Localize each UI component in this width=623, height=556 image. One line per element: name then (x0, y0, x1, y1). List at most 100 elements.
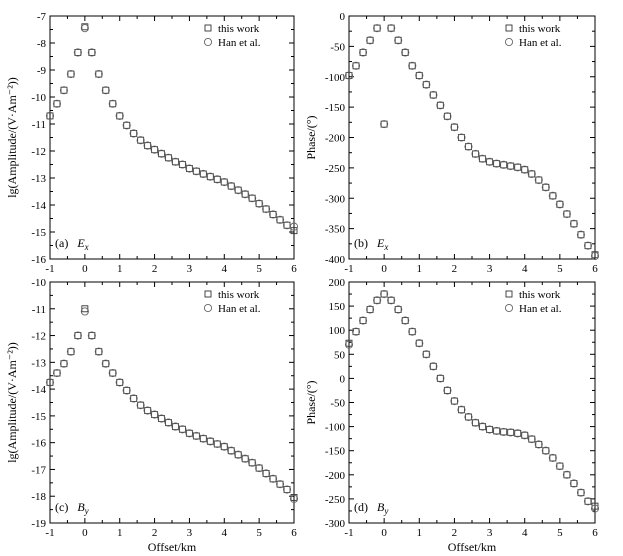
data-point-square (521, 431, 529, 439)
legend-label: this work (218, 23, 260, 35)
data-point-square (486, 426, 494, 433)
data-point-square (359, 49, 367, 56)
legend-marker-circle (203, 37, 213, 47)
x-tick-label: 3 (487, 263, 493, 275)
y-tick-label: -350 (325, 224, 346, 236)
data-point-circle (227, 182, 236, 191)
x-tick-label: 5 (557, 527, 563, 539)
x-tick-label: 3 (187, 263, 193, 275)
data-point-circle (499, 427, 508, 436)
data-point-square (584, 242, 592, 250)
data-point-square (172, 423, 179, 431)
y-tick-label: -11 (32, 304, 46, 316)
data-point-circle (248, 194, 257, 203)
legend-label: this work (519, 23, 561, 35)
y-tick-label: -300 (325, 193, 346, 205)
data-point-square (436, 374, 444, 382)
data-point-circle (164, 418, 173, 427)
data-point-circle (234, 186, 243, 195)
data-point-circle (143, 406, 152, 415)
data-point-circle (178, 160, 187, 169)
data-point-circle (129, 394, 138, 403)
legend: this work Han et al. (504, 23, 562, 49)
series-this-work (46, 23, 298, 235)
legend-marker-circle (203, 303, 213, 313)
data-point-square (415, 339, 423, 347)
x-tick-label: 1 (117, 263, 123, 275)
data-point-circle (450, 123, 459, 132)
series-han-et-al (45, 307, 299, 503)
data-point-circle (289, 222, 299, 231)
data-point-circle (59, 86, 68, 95)
legend-label: this work (519, 289, 561, 301)
plot-frame (348, 281, 596, 524)
data-point-square (415, 72, 423, 79)
data-point-square (158, 415, 165, 423)
x-tick-label: 1 (417, 527, 423, 539)
data-point-circle (380, 120, 389, 129)
data-point-square (556, 462, 564, 470)
y-tick-label: -10 (31, 92, 46, 104)
data-point-square (373, 24, 381, 32)
data-point-circle (450, 397, 459, 406)
x-tick-label: 4 (522, 263, 528, 275)
data-point-square (276, 480, 284, 488)
data-point-square (443, 112, 451, 120)
data-point-circle (541, 446, 550, 455)
data-point-square (408, 62, 416, 70)
data-point-circle (443, 386, 452, 395)
data-point-square (262, 205, 270, 213)
data-point-circle (115, 378, 124, 387)
y-tick-label: -13 (31, 357, 46, 369)
plot-frame (348, 15, 596, 260)
data-point-square (514, 163, 522, 171)
chart-panel-3: -1 0 1 2 3 4 5 6-19-18-17-16-15-14-13-12-11-10l… (5, 277, 299, 554)
data-point-circle (80, 24, 89, 33)
data-point-circle (108, 368, 117, 378)
legend: this work Han et al. (203, 23, 261, 49)
y-tick-label: -150 (325, 102, 346, 114)
x-tick-label: 0 (381, 527, 387, 539)
data-point-square (123, 121, 131, 129)
data-point-circle (59, 359, 68, 368)
data-point-square (220, 443, 228, 451)
x-tick-label: 3 (487, 527, 493, 539)
y-tick-label: -150 (325, 446, 346, 458)
y-tick-label: -250 (325, 163, 346, 175)
y-tick-label: -250 (325, 494, 346, 506)
y-tick-label: -200 (325, 470, 346, 482)
data-point-square (109, 100, 117, 108)
data-point-circle (45, 111, 55, 120)
y-axis-label: lg(Amplitude/(V·Am⁻²)) (5, 342, 19, 463)
data-point-circle (66, 347, 75, 356)
data-point-square (500, 428, 508, 436)
data-point-circle (241, 190, 250, 199)
data-point-circle (87, 331, 96, 340)
panel-label: (d) By (354, 500, 388, 516)
data-point-square (102, 86, 110, 94)
x-tick-label: 2 (452, 263, 458, 275)
data-point-circle (282, 485, 292, 494)
data-point-circle (373, 24, 382, 33)
legend-label: Han et al. (519, 37, 562, 49)
x-axis-label: Offset/km (448, 540, 497, 554)
data-point-circle (401, 48, 410, 57)
y-tick-label: -11 (32, 119, 46, 131)
y-tick-label: -14 (31, 200, 46, 212)
y-tick-label: 0 (340, 373, 346, 385)
data-point-circle (499, 160, 508, 169)
data-point-square (366, 306, 374, 313)
data-point-circle (262, 469, 271, 478)
data-point-circle (366, 36, 375, 45)
data-point-square (234, 186, 242, 194)
data-point-square (227, 447, 235, 455)
data-point-circle (506, 162, 515, 171)
x-tick-label: 5 (557, 263, 563, 275)
x-tick-label: 6 (592, 527, 598, 539)
data-point-circle (234, 450, 243, 459)
legend-label: Han et al. (519, 303, 562, 315)
data-point-circle (185, 164, 194, 173)
data-point-circle (513, 429, 522, 438)
data-point-square (359, 317, 367, 325)
data-point-circle (199, 169, 208, 178)
